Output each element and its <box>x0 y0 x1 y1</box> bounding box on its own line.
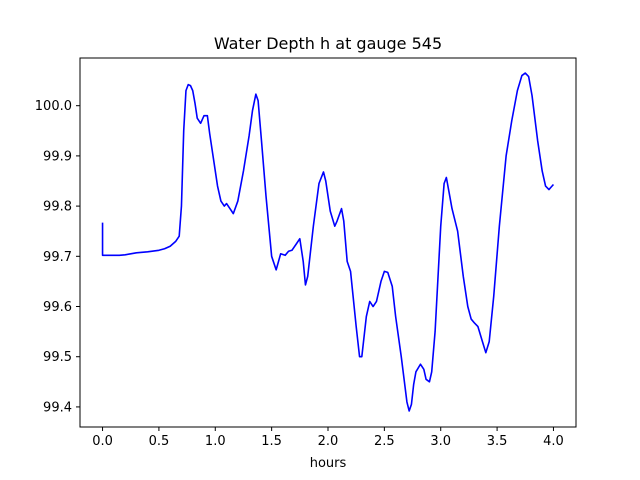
y-tick-label: 99.4 <box>43 400 72 415</box>
y-tick-label: 99.6 <box>43 300 72 315</box>
ticks-layer: 0.0 0.5 1.0 1.5 2.0 2.5 3.0 3.5 4.0 99.4 99.5 99.6 9… <box>35 99 564 449</box>
series-layer <box>101 72 555 412</box>
x-tick-label: 2.5 <box>374 434 395 449</box>
y-tick-label: 99.7 <box>43 250 72 265</box>
x-tick-label: 1.0 <box>205 434 226 449</box>
y-tick-label: 100.0 <box>35 99 72 114</box>
x-tick-label: 1.5 <box>261 434 282 449</box>
plot-area-frame <box>79 57 577 428</box>
x-tick-label: 2.0 <box>318 434 339 449</box>
y-tick-label: 99.8 <box>43 200 72 215</box>
series-line <box>101 72 555 412</box>
y-tick-label: 99.5 <box>43 350 72 365</box>
x-axis-label: hours <box>310 456 347 471</box>
chart-title: Water Depth h at gauge 545 <box>214 34 442 53</box>
y-tick-label: 99.9 <box>43 149 72 164</box>
x-tick-label: 3.5 <box>487 434 508 449</box>
x-tick-label: 0.5 <box>149 434 170 449</box>
x-tick-label: 0.0 <box>92 434 113 449</box>
x-tick-label: 4.0 <box>543 434 564 449</box>
x-tick-label: 3.0 <box>430 434 451 449</box>
